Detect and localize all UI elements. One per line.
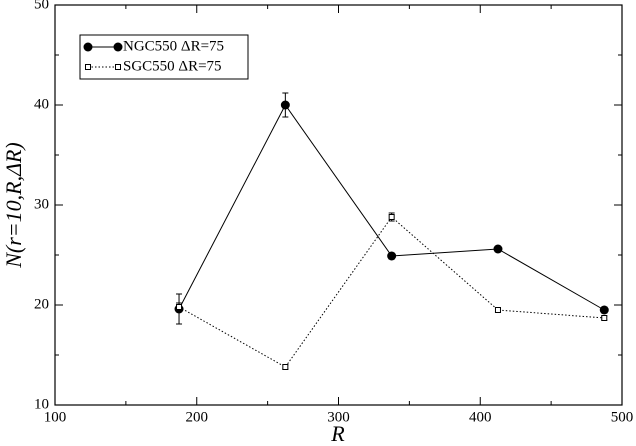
- marker: [494, 307, 501, 313]
- x-axis-label: R: [330, 421, 345, 446]
- marker: [601, 315, 608, 321]
- marker: [599, 305, 609, 315]
- marker: [493, 244, 503, 254]
- marker: [388, 214, 395, 220]
- marker: [176, 304, 183, 310]
- legend-marker: [85, 64, 91, 70]
- marker: [280, 100, 290, 110]
- x-tick-label: 400: [469, 409, 492, 425]
- y-tick-label: 50: [34, 0, 49, 12]
- x-tick-label: 500: [611, 409, 634, 425]
- legend-label: SGC550 ΔR=75: [123, 58, 222, 74]
- legend-marker: [113, 42, 123, 52]
- legend-box: [79, 34, 249, 80]
- marker: [282, 364, 289, 370]
- legend-marker: [83, 42, 93, 52]
- legend-marker: [115, 64, 121, 70]
- series-line: [178, 104, 605, 311]
- x-tick-label: 200: [186, 409, 209, 425]
- y-tick-label: 10: [34, 396, 49, 412]
- y-tick-label: 30: [34, 196, 49, 212]
- y-tick-label: 20: [34, 296, 49, 312]
- y-axis-label: N(r=10,R,ΔR): [1, 142, 26, 269]
- x-tick-label: 300: [327, 409, 350, 425]
- x-tick-label: 100: [44, 409, 67, 425]
- series-line: [178, 216, 605, 368]
- y-tick-label: 40: [34, 96, 49, 112]
- marker: [387, 251, 397, 261]
- legend-label: NGC550 ΔR=75: [123, 38, 224, 54]
